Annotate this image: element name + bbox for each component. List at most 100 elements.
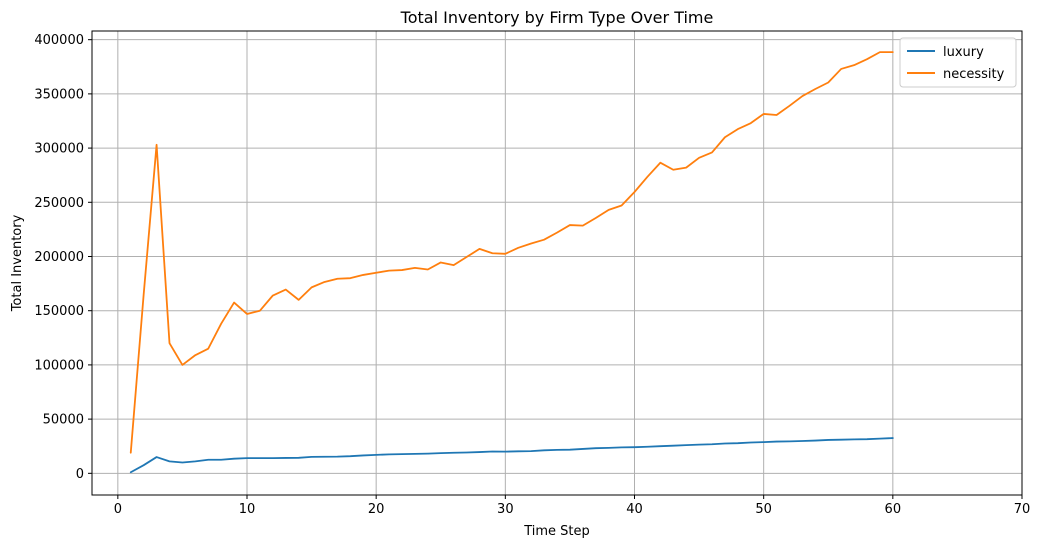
series-lines <box>129 51 894 474</box>
data-point <box>504 253 506 255</box>
data-point <box>362 454 364 456</box>
x-tick-label: 70 <box>1014 502 1031 517</box>
data-point <box>259 457 261 459</box>
data-point <box>465 451 467 453</box>
y-tick-label: 50000 <box>43 413 84 428</box>
data-point <box>646 176 648 178</box>
data-point <box>207 459 209 461</box>
data-point <box>556 231 558 233</box>
x-tick-label: 20 <box>368 502 385 517</box>
data-point <box>750 441 752 443</box>
data-point <box>336 455 338 457</box>
data-point <box>155 144 157 146</box>
data-point <box>633 191 635 193</box>
data-point <box>207 347 209 349</box>
data-point <box>517 247 519 249</box>
data-point <box>556 449 558 451</box>
y-tick-label: 200000 <box>34 250 84 265</box>
legend-label-luxury: luxury <box>943 45 984 60</box>
data-point <box>142 464 144 466</box>
data-point <box>440 452 442 454</box>
data-point <box>892 437 894 439</box>
data-point <box>452 264 454 266</box>
data-point <box>685 166 687 168</box>
data-point <box>362 274 364 276</box>
y-tick-label: 100000 <box>34 358 84 373</box>
data-point <box>633 446 635 448</box>
legend: luxury necessity <box>899 37 1017 88</box>
data-point <box>879 437 881 439</box>
data-point <box>814 88 816 90</box>
data-point <box>375 272 377 274</box>
x-tick-label: 60 <box>885 502 902 517</box>
data-point <box>310 456 312 458</box>
x-axis-ticks: 0 10 20 30 40 50 60 70 <box>114 495 1031 517</box>
y-tick-label: 0 <box>76 467 84 482</box>
data-point <box>297 457 299 459</box>
data-point <box>569 224 571 226</box>
data-point <box>698 157 700 159</box>
data-point <box>465 256 467 258</box>
data-point <box>827 439 829 441</box>
data-point <box>685 444 687 446</box>
data-point <box>233 301 235 303</box>
data-point <box>297 299 299 301</box>
data-point <box>388 453 390 455</box>
data-point <box>272 294 274 296</box>
data-point <box>543 449 545 451</box>
data-point <box>892 51 894 53</box>
data-point <box>246 313 248 315</box>
data-point <box>272 457 274 459</box>
data-point <box>220 459 222 461</box>
data-point <box>181 364 183 366</box>
data-point <box>775 114 777 116</box>
data-point <box>427 452 429 454</box>
data-point <box>866 58 868 60</box>
data-point <box>504 450 506 452</box>
data-point <box>349 277 351 279</box>
y-axis-ticks: 0 50000 100000 150000 200000 250000 300000 3500… <box>34 33 92 482</box>
data-point <box>853 64 855 66</box>
data-point <box>323 281 325 283</box>
data-point <box>414 453 416 455</box>
x-tick-label: 0 <box>114 502 122 517</box>
data-point <box>130 471 132 473</box>
data-point <box>595 447 597 449</box>
y-tick-label: 150000 <box>34 304 84 319</box>
y-tick-label: 300000 <box>34 142 84 157</box>
data-point <box>401 453 403 455</box>
y-tick-label: 250000 <box>34 196 84 211</box>
data-point <box>827 81 829 83</box>
data-point <box>375 454 377 456</box>
data-point <box>194 460 196 462</box>
x-tick-label: 50 <box>755 502 772 517</box>
data-point <box>194 354 196 356</box>
data-point <box>607 447 609 449</box>
data-point <box>168 460 170 462</box>
data-point <box>879 51 881 53</box>
data-point <box>530 450 532 452</box>
series-line-necessity <box>129 51 894 454</box>
data-point <box>607 209 609 211</box>
data-point <box>285 457 287 459</box>
y-tick-label: 350000 <box>34 87 84 102</box>
data-point <box>155 456 157 458</box>
data-point <box>323 456 325 458</box>
data-point <box>620 204 622 206</box>
data-point <box>440 261 442 263</box>
data-point <box>840 68 842 70</box>
data-point <box>698 443 700 445</box>
data-point <box>840 439 842 441</box>
data-point <box>517 450 519 452</box>
data-point <box>646 446 648 448</box>
data-point <box>414 267 416 269</box>
data-point <box>737 128 739 130</box>
data-point <box>142 293 144 295</box>
data-point <box>724 136 726 138</box>
x-tick-label: 40 <box>626 502 643 517</box>
data-point <box>775 440 777 442</box>
data-point <box>853 438 855 440</box>
data-point <box>530 242 532 244</box>
